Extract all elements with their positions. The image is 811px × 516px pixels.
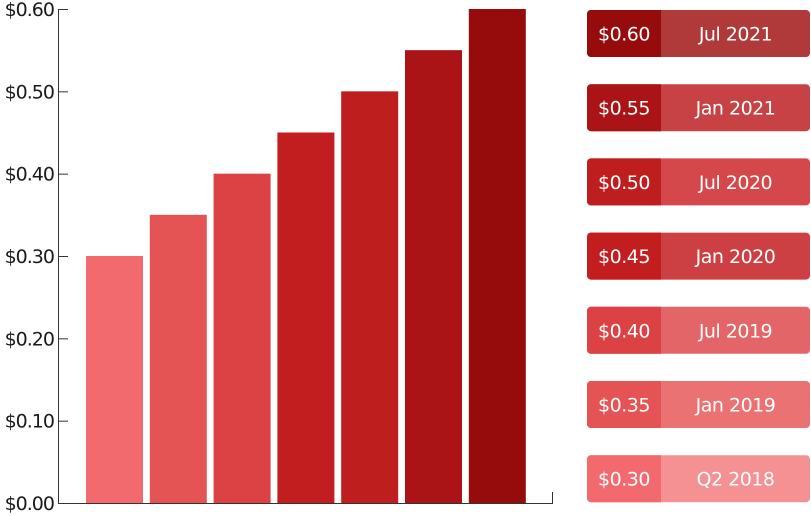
legend-swatch <box>587 158 661 206</box>
legend-swatch <box>587 455 661 503</box>
legend-item: $0.40 Jul 2019 <box>587 306 810 354</box>
legend-item-label: Jan 2019 <box>695 395 776 417</box>
bar <box>149 214 207 504</box>
legend-item: $0.55 Jan 2021 <box>587 84 810 132</box>
y-tick-label: $0.60 <box>5 0 54 21</box>
bar <box>405 50 462 504</box>
legend-item: $0.50 Jul 2020 <box>587 158 810 206</box>
y-tick-label: $0.30 <box>5 246 54 268</box>
bars <box>86 9 526 504</box>
legend-swatch <box>587 306 661 354</box>
y-tick-label: $0.50 <box>5 81 54 103</box>
bar <box>277 132 335 503</box>
legend-item-value: $0.60 <box>598 24 650 46</box>
legend: $0.60 Jul 2021$0.55 Jan 2021$0.50 Jul 2020$… <box>587 10 810 503</box>
y-ticks: $0.00 $0.10 $0.20 $0.30 $0.40 $0.50 $0.60 <box>5 0 68 515</box>
legend-item-value: $0.35 <box>598 395 650 417</box>
bar <box>341 91 399 503</box>
legend-item-value: $0.55 <box>598 98 650 120</box>
y-tick-label: $0.40 <box>5 164 54 186</box>
bar <box>213 173 271 503</box>
legend-item: $0.30 Q2 2018 <box>587 455 810 503</box>
bar <box>468 9 526 503</box>
legend-item: $0.60 Jul 2021 <box>587 10 810 57</box>
legend-item-label: Jan 2020 <box>695 246 776 268</box>
x-axis <box>58 492 553 504</box>
legend-item-value: $0.45 <box>598 246 650 268</box>
bar <box>86 256 143 503</box>
legend-item: $0.45 Jan 2020 <box>587 232 810 280</box>
legend-item-value: $0.50 <box>598 172 650 194</box>
y-tick-label: $0.00 <box>5 493 54 515</box>
y-axis: $0.00 $0.10 $0.20 $0.30 $0.40 $0.50 $0.60 <box>5 0 68 515</box>
legend-item-label: Q2 2018 <box>697 469 775 491</box>
legend-item-label: Jan 2021 <box>695 98 776 120</box>
y-tick-label: $0.10 <box>5 411 54 433</box>
legend-item-label: Jul 2020 <box>698 172 772 194</box>
y-tick-label: $0.20 <box>5 328 54 350</box>
legend-swatch <box>587 10 661 57</box>
legend-item-value: $0.30 <box>598 469 650 491</box>
legend-swatch <box>587 232 661 280</box>
legend-item: $0.35 Jan 2019 <box>587 381 810 428</box>
legend-item-value: $0.40 <box>598 320 650 342</box>
legend-item-label: Jul 2021 <box>698 24 772 46</box>
legend-swatch <box>587 381 661 428</box>
legend-swatch <box>587 84 661 132</box>
legend-item-label: Jul 2019 <box>698 320 772 342</box>
